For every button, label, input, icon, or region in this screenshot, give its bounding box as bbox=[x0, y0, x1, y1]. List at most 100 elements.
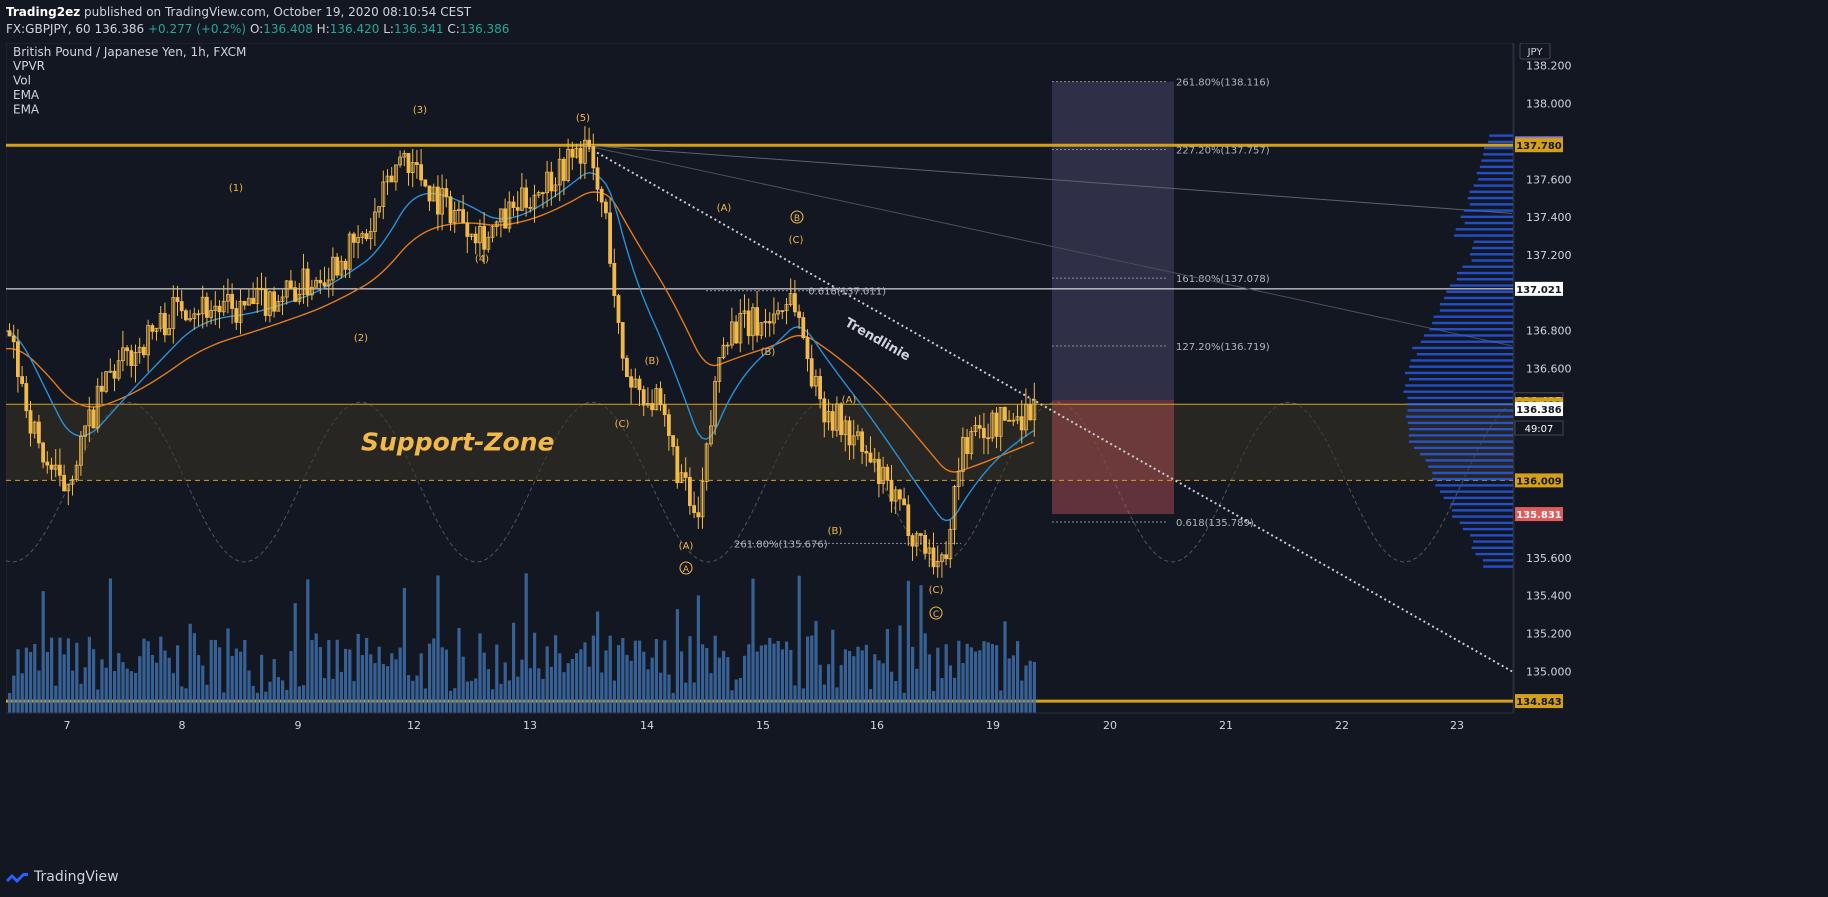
volume-bar bbox=[197, 655, 201, 713]
candle-body bbox=[503, 208, 508, 229]
candle-body bbox=[545, 171, 549, 194]
vpvr-bar bbox=[1449, 284, 1513, 287]
candle-body bbox=[267, 291, 272, 316]
x-tick-6: 15 bbox=[756, 719, 770, 732]
volume-bar bbox=[633, 640, 637, 713]
vpvr-bar bbox=[1439, 309, 1513, 312]
candle-body bbox=[872, 458, 877, 463]
volume-bar bbox=[554, 635, 558, 713]
candle-body bbox=[591, 146, 596, 169]
candle-body bbox=[158, 313, 163, 329]
volume-bar bbox=[743, 655, 747, 713]
candle-body bbox=[835, 403, 839, 431]
candle-body bbox=[1015, 416, 1020, 421]
volume-bar bbox=[726, 657, 730, 713]
volume-bar bbox=[29, 651, 33, 713]
volume-bar bbox=[575, 653, 579, 713]
vpvr-bar bbox=[1456, 278, 1513, 281]
vpvr-bar bbox=[1408, 378, 1513, 381]
wave-circle-2 bbox=[929, 606, 943, 620]
volume-bar bbox=[79, 683, 83, 713]
candle-body bbox=[209, 310, 214, 318]
price-badge-bg bbox=[1515, 138, 1563, 153]
candle-body bbox=[335, 256, 340, 276]
vpvr-bar bbox=[1462, 265, 1513, 268]
candle-body bbox=[360, 233, 365, 238]
candle-series bbox=[7, 126, 1037, 578]
stop-box bbox=[1052, 399, 1174, 515]
candle-body bbox=[343, 260, 348, 270]
candle-body bbox=[116, 360, 121, 379]
volume-bar bbox=[255, 692, 259, 713]
vpvr-bar bbox=[1428, 465, 1513, 468]
volume-bar bbox=[747, 644, 751, 713]
volume-bar bbox=[66, 638, 70, 713]
candle-body bbox=[906, 504, 911, 536]
candle-body bbox=[490, 226, 495, 238]
candle-body bbox=[427, 185, 432, 202]
candle-body bbox=[620, 322, 625, 359]
volume-bar bbox=[499, 683, 503, 713]
volume-bar bbox=[323, 678, 327, 713]
candle-body bbox=[839, 403, 843, 436]
low-label: L: bbox=[383, 22, 394, 36]
brand-name[interactable]: TradingView bbox=[34, 869, 119, 885]
volume-bar bbox=[696, 595, 700, 713]
vpvr-bar bbox=[1456, 271, 1513, 275]
candle-body bbox=[255, 287, 260, 305]
volume-bar bbox=[75, 642, 79, 713]
wave-circle-0 bbox=[679, 561, 693, 575]
candle-body bbox=[956, 470, 961, 487]
candle-body bbox=[431, 186, 436, 202]
volume-bar bbox=[293, 603, 297, 713]
candle-body bbox=[393, 164, 398, 183]
volume-bar bbox=[390, 653, 394, 713]
volume-bar bbox=[936, 647, 940, 713]
volume-bar bbox=[108, 578, 112, 713]
vpvr-bar bbox=[1406, 402, 1513, 406]
volume-bar bbox=[772, 643, 776, 713]
y-tick-7: 135.600 bbox=[1526, 552, 1572, 565]
candle-body bbox=[62, 474, 66, 492]
candle-body bbox=[318, 279, 323, 284]
volume-bar bbox=[428, 643, 432, 713]
volume-bar bbox=[192, 633, 196, 713]
candle-body bbox=[557, 158, 562, 186]
volume-bar bbox=[738, 677, 742, 713]
volume-bar bbox=[272, 659, 276, 713]
candle-body bbox=[419, 164, 424, 181]
vpvr-bar bbox=[1403, 390, 1513, 393]
candle-body bbox=[633, 378, 638, 388]
vpvr-bar bbox=[1444, 296, 1513, 300]
candle-body bbox=[776, 310, 780, 315]
volume-bar bbox=[923, 633, 927, 713]
volume-bar bbox=[167, 657, 171, 713]
volume-bar bbox=[680, 651, 684, 713]
candle-body bbox=[66, 483, 71, 492]
vpvr-bar bbox=[1414, 446, 1513, 450]
candle-body bbox=[192, 313, 197, 320]
author-name[interactable]: Trading2ez bbox=[6, 5, 81, 19]
volume-bar bbox=[436, 575, 440, 713]
candle-body bbox=[721, 344, 726, 358]
volume-bar bbox=[701, 644, 705, 713]
candle-body bbox=[288, 280, 293, 289]
candle-body bbox=[20, 376, 25, 384]
chart-header: Trading2ez published on TradingView.com,… bbox=[6, 4, 509, 38]
price-chart[interactable]: Support-Zone 261.80%(138.116) 227.20%(137.… bbox=[6, 43, 1828, 833]
change-value: +0.277 (+0.2%) bbox=[147, 22, 247, 36]
volume-bar bbox=[24, 647, 28, 713]
candle-body bbox=[356, 237, 361, 243]
wave-label-5: (A) bbox=[717, 203, 732, 214]
candle-body bbox=[889, 479, 894, 502]
vpvr-bar bbox=[1405, 384, 1513, 387]
candle-body bbox=[914, 533, 919, 547]
volume-bar bbox=[138, 656, 142, 713]
wave-circle-1 bbox=[790, 210, 804, 224]
x-tick-5: 14 bbox=[640, 719, 654, 732]
candle-body bbox=[553, 184, 558, 192]
volume-bar bbox=[839, 664, 843, 713]
candle-body bbox=[108, 370, 113, 373]
vpvr-bar bbox=[1407, 421, 1513, 425]
vpvr-bar bbox=[1488, 140, 1513, 144]
